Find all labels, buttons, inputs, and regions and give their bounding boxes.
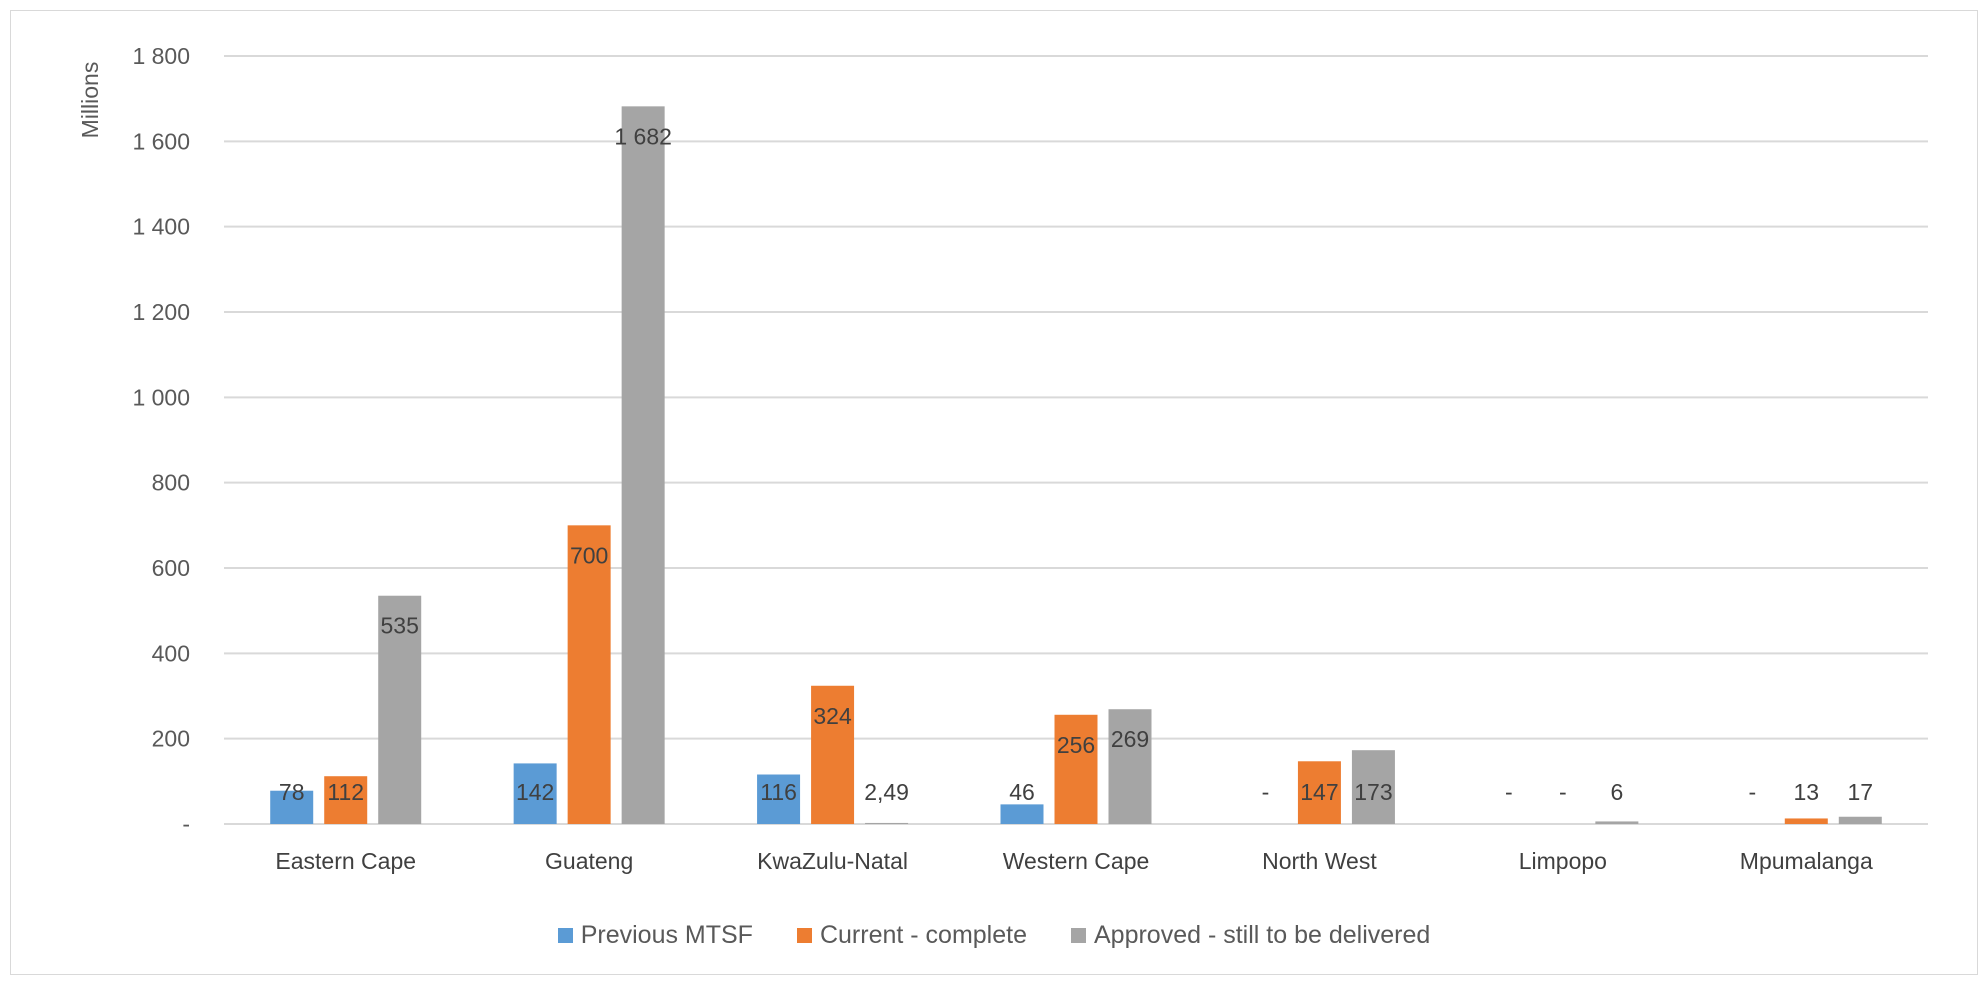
- data-labels: 78 112 535 142 700 1 682 116 324 2,49 46 256 269 - 14…: [279, 123, 1873, 805]
- bar: [757, 774, 801, 824]
- bar: [1838, 816, 1882, 824]
- legend-item: Approved - still to be delivered: [1071, 921, 1430, 950]
- x-tick-label: Limpopo: [1519, 848, 1607, 874]
- legend-label: Previous MTSF: [580, 920, 753, 949]
- data-label: 6: [1610, 779, 1623, 805]
- data-label: 17: [1847, 779, 1873, 805]
- bar: [865, 822, 909, 824]
- x-tick-label: Eastern Cape: [275, 848, 416, 874]
- legend-swatch: [557, 927, 573, 943]
- x-tick-label: Guateng: [545, 848, 633, 874]
- data-label: -: [1559, 779, 1567, 805]
- y-axis-ticks: - 200 400 600 800 1 000 1 200 1 400 1 600 1 800: [132, 43, 190, 837]
- data-label: 2,49: [864, 779, 909, 805]
- y-tick-label: 400: [152, 640, 190, 666]
- y-tick-label: -: [182, 811, 190, 837]
- legend: Previous MTSF Current - complete Approved …: [0, 918, 1988, 952]
- data-label: 142: [516, 779, 554, 805]
- bar: [567, 525, 611, 824]
- bar: [621, 106, 665, 824]
- x-tick-label: Mpumalanga: [1740, 848, 1873, 874]
- data-label: -: [1748, 779, 1756, 805]
- data-label: 13: [1793, 779, 1819, 805]
- data-label: 269: [1111, 726, 1149, 752]
- y-tick-label: 1 000: [132, 384, 190, 410]
- data-label: 46: [1009, 779, 1035, 805]
- data-label: 700: [570, 542, 608, 568]
- legend-label: Approved - still to be delivered: [1094, 920, 1431, 949]
- y-tick-label: 1 600: [132, 128, 190, 154]
- y-tick-label: 800: [152, 470, 190, 496]
- x-tick-label: Western Cape: [1003, 848, 1150, 874]
- x-tick-label: North West: [1262, 848, 1377, 874]
- bar: [1054, 714, 1098, 824]
- bar: [1351, 750, 1395, 824]
- y-axis-label: Millions: [77, 62, 103, 139]
- y-tick-label: 1 800: [132, 43, 190, 69]
- bar: [811, 685, 855, 824]
- data-label: -: [1262, 779, 1270, 805]
- data-label: 1 682: [614, 123, 672, 149]
- y-tick-label: 600: [152, 555, 190, 581]
- y-tick-label: 1 400: [132, 214, 190, 240]
- bar: [1784, 818, 1828, 824]
- bars: [270, 106, 1882, 824]
- bar: [324, 776, 368, 824]
- data-label: 173: [1354, 779, 1392, 805]
- x-tick-label: KwaZulu-Natal: [757, 848, 908, 874]
- bar: [513, 763, 557, 824]
- bar: [1595, 821, 1639, 824]
- data-label: 147: [1300, 779, 1338, 805]
- legend-swatch: [1071, 927, 1086, 943]
- data-label: 256: [1057, 732, 1095, 758]
- y-tick-label: 1 200: [132, 299, 190, 325]
- data-label: 535: [381, 613, 419, 639]
- data-label: 112: [327, 779, 364, 805]
- legend-swatch: [796, 927, 812, 943]
- legend-item: Previous MTSF: [557, 920, 753, 950]
- data-label: 324: [813, 703, 852, 729]
- data-label: 78: [279, 779, 305, 805]
- bar-chart: - 200 400 600 800 1 000 1 200 1 400 1 600 1 800 M…: [77, 43, 1928, 874]
- data-label: -: [1505, 779, 1513, 805]
- bar: [270, 790, 314, 824]
- bar: [1108, 709, 1152, 824]
- bar: [1297, 761, 1341, 824]
- legend-label: Current - complete: [819, 920, 1027, 949]
- gridlines: [224, 55, 1928, 825]
- bar: [1000, 804, 1044, 824]
- legend-item: Current - complete: [796, 920, 1027, 950]
- y-tick-label: 200: [152, 726, 190, 752]
- bar: [378, 595, 422, 824]
- x-axis-categories: Eastern Cape Guateng KwaZulu-Natal Western …: [275, 848, 1873, 874]
- data-label: 116: [760, 779, 797, 805]
